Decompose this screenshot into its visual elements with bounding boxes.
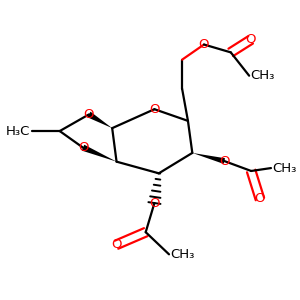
Text: O: O [149,103,160,116]
Polygon shape [192,153,225,164]
Text: O: O [245,33,256,46]
Polygon shape [82,145,117,162]
Text: O: O [111,238,122,251]
Text: O: O [84,108,94,121]
Text: CH₃: CH₃ [170,248,195,261]
Text: CH₃: CH₃ [250,69,275,82]
Text: O: O [219,154,230,168]
Text: O: O [78,141,88,154]
Text: O: O [255,193,265,206]
Text: O: O [199,38,209,51]
Text: O: O [149,196,160,209]
Text: H₃C: H₃C [6,124,31,138]
Text: CH₃: CH₃ [272,162,297,175]
Polygon shape [87,112,112,128]
